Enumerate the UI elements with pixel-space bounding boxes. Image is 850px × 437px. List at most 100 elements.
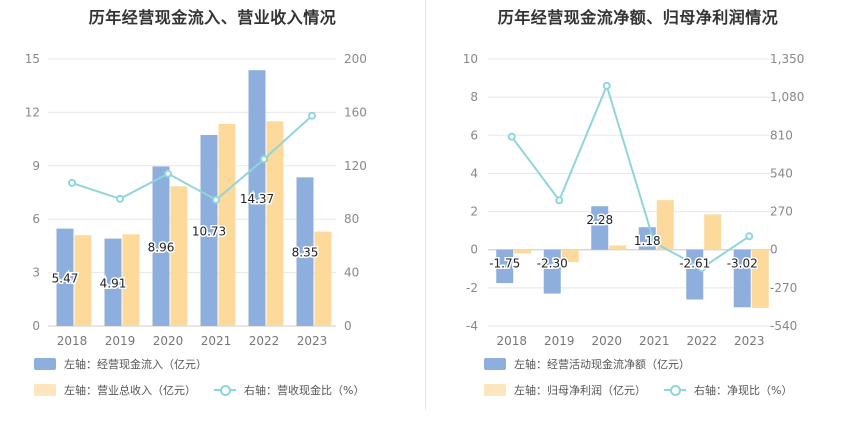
legend-swatch bbox=[214, 384, 236, 396]
x-tick-label: 2021 bbox=[201, 334, 232, 348]
legend-item-net-profit[interactable]: 左轴：归母净利润（亿元） bbox=[484, 382, 646, 398]
legend-item-net-cash-ratio[interactable]: 右轴：净现比（%） bbox=[664, 382, 792, 398]
bar-secondary bbox=[514, 249, 532, 254]
y-tick-label-right: -270 bbox=[770, 281, 797, 295]
bar-secondary bbox=[74, 235, 92, 326]
legend-swatch bbox=[664, 384, 686, 396]
line-point bbox=[697, 264, 706, 273]
y-tick-label-right: 0 bbox=[770, 243, 778, 257]
y-tick-label-left: 4 bbox=[470, 166, 478, 180]
y-tick-label-left: 2 bbox=[470, 205, 478, 219]
legend-label: 左轴：归母净利润（亿元） bbox=[514, 384, 646, 397]
line-point bbox=[260, 155, 268, 164]
data-label: -2.30 bbox=[537, 257, 568, 271]
legend-label: 右轴：净现比（%） bbox=[694, 384, 793, 397]
data-label: -3.02 bbox=[727, 257, 758, 271]
bar-primary bbox=[200, 135, 218, 326]
x-tick-label: 2023 bbox=[297, 334, 328, 348]
y-tick-label-right: 810 bbox=[770, 128, 793, 142]
bar-primary bbox=[543, 249, 561, 294]
legend-label: 右轴：营收现金比（%） bbox=[244, 384, 365, 397]
legend-swatch bbox=[484, 384, 506, 396]
legend-swatch bbox=[34, 358, 56, 370]
chart-panel-cash-inflow-revenue: 历年经营现金流入、营业收入情况 0 3 6 9 12 15 0 40 80 120 160 200 20… bbox=[25, 8, 367, 398]
y-tick-label-right: 120 bbox=[344, 159, 367, 173]
y-tick-label-left: 15 bbox=[25, 52, 40, 66]
x-tick-label: 2023 bbox=[734, 334, 765, 348]
x-tick-label: 2021 bbox=[639, 334, 670, 348]
data-label: -1.75 bbox=[489, 257, 520, 271]
y-tick-label-left: 10 bbox=[463, 52, 478, 66]
data-label: 4.91 bbox=[100, 276, 127, 290]
y-tick-label-left: 6 bbox=[32, 212, 40, 226]
bar-secondary bbox=[609, 245, 627, 250]
bar-primary bbox=[104, 238, 122, 326]
y-tick-label-right: 200 bbox=[344, 52, 367, 66]
line-point bbox=[602, 81, 611, 90]
line-point bbox=[745, 232, 754, 241]
data-label: 2.28 bbox=[586, 213, 613, 227]
chart-plot: -4-20246810-540-27002705408101,0801,3502… bbox=[463, 52, 805, 348]
x-tick-label: 2018 bbox=[57, 334, 88, 348]
line-point bbox=[650, 238, 659, 247]
bar-secondary bbox=[561, 249, 579, 263]
series-line bbox=[71, 114, 313, 202]
legend-swatch bbox=[484, 358, 506, 370]
series-line bbox=[510, 82, 750, 270]
x-tick-label: 2020 bbox=[153, 334, 184, 348]
bar-primary bbox=[56, 228, 74, 326]
y-tick-label-right: 540 bbox=[770, 166, 793, 180]
x-tick-label: 2018 bbox=[496, 334, 527, 348]
bar-primary bbox=[152, 166, 170, 326]
chart-title: 历年经营现金流净额、归母净利润情况 bbox=[497, 8, 779, 27]
x-tick-label: 2022 bbox=[249, 334, 280, 348]
data-label: 14.37 bbox=[240, 192, 274, 206]
bar-secondary bbox=[704, 214, 722, 250]
y-tick-label-left: 12 bbox=[25, 105, 40, 119]
y-tick-label-right: 1,350 bbox=[770, 52, 804, 66]
legend-item-cash-revenue-ratio[interactable]: 右轴：营收现金比（%） bbox=[214, 382, 364, 398]
legend-item-net-operating-cash[interactable]: 左轴：经营活动现金流净额（亿元） bbox=[484, 356, 690, 372]
legend-item-revenue[interactable]: 左轴：营业总收入（亿元） bbox=[34, 382, 196, 398]
line-point bbox=[212, 195, 220, 204]
bar-primary bbox=[248, 70, 266, 327]
bar-secondary bbox=[656, 200, 674, 250]
y-tick-label-left: 0 bbox=[32, 319, 40, 333]
y-tick-label-right: 0 bbox=[344, 319, 352, 333]
x-tick-label: 2022 bbox=[686, 334, 717, 348]
bar-primary bbox=[296, 177, 314, 326]
data-label: 8.35 bbox=[292, 246, 319, 260]
bar-secondary bbox=[266, 121, 284, 326]
y-tick-label-right: 40 bbox=[344, 266, 359, 280]
chart-panel-net-cash-profit: 历年经营现金流净额、归母净利润情况 -4 -2 0 2 4 6 8 10 -540 -270 0 27… bbox=[426, 0, 850, 437]
legend-label: 左轴：营业总收入（亿元） bbox=[64, 384, 196, 397]
legend-swatch bbox=[34, 384, 56, 396]
bar-secondary bbox=[314, 231, 332, 326]
y-tick-label-right: 270 bbox=[770, 205, 793, 219]
bar-secondary bbox=[170, 186, 188, 326]
bar-secondary bbox=[122, 234, 140, 326]
bar-primary bbox=[733, 249, 751, 308]
y-tick-label-left: 6 bbox=[470, 128, 478, 142]
y-tick-label-right: 1,080 bbox=[770, 90, 804, 104]
y-tick-label-left: 0 bbox=[470, 243, 478, 257]
y-tick-label-left: -4 bbox=[466, 319, 478, 333]
x-tick-label: 2019 bbox=[105, 334, 136, 348]
y-tick-label-right: -540 bbox=[770, 319, 797, 333]
chart-plot: 0 3 6 9 12 15 0 40 80 120 160 200 2018 2019 2020 2021 20… bbox=[25, 52, 367, 348]
legend-item-cash-inflow[interactable]: 左轴：经营现金流入（亿元） bbox=[34, 356, 207, 372]
y-tick-label-left: 3 bbox=[32, 266, 40, 280]
legend-label: 左轴：经营现金流入（亿元） bbox=[64, 358, 207, 371]
bar-secondary bbox=[751, 249, 769, 308]
data-label: 8.96 bbox=[148, 240, 175, 254]
y-tick-label-left: -2 bbox=[466, 281, 478, 295]
y-tick-label-left: 8 bbox=[470, 90, 478, 104]
x-tick-label: 2019 bbox=[544, 334, 575, 348]
y-tick-label-right: 80 bbox=[344, 212, 359, 226]
panel-divider bbox=[425, 0, 426, 410]
line-point bbox=[164, 169, 172, 178]
line-point bbox=[308, 111, 316, 120]
line-point bbox=[507, 132, 516, 141]
line-point bbox=[68, 178, 76, 187]
y-tick-label-left: 9 bbox=[32, 159, 40, 173]
